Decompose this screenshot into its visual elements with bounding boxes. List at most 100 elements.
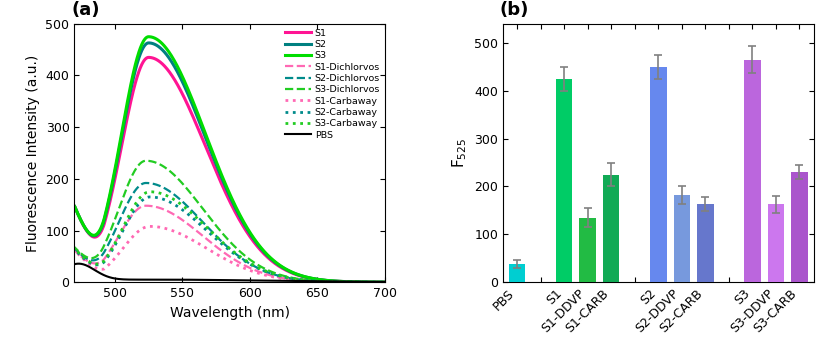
- S1-Dichlorvos: [387, 280, 396, 284]
- S1: [204, 152, 214, 156]
- S3-Carbaway: [67, 246, 77, 250]
- S2-Dichlorvos: [204, 226, 214, 231]
- PBS: [204, 278, 214, 282]
- S3: [387, 280, 396, 284]
- S1: [144, 55, 154, 59]
- S3-Dichlorvos: [308, 278, 318, 283]
- Line: S3: S3: [72, 37, 392, 282]
- S1-Dichlorvos: [344, 280, 354, 284]
- PBS: [295, 279, 305, 283]
- S2-Carbaway: [102, 257, 112, 261]
- S1-Carbaway: [308, 279, 318, 283]
- S3-Dichlorvos: [204, 214, 214, 218]
- S2-Dichlorvos: [102, 246, 112, 250]
- S3-Dichlorvos: [150, 160, 160, 165]
- S2: [102, 209, 112, 213]
- S3: [102, 207, 112, 211]
- S1-Dichlorvos: [308, 279, 318, 283]
- Line: PBS: PBS: [72, 264, 392, 282]
- S2-Carbaway: [204, 230, 214, 234]
- S2-Carbaway: [150, 195, 160, 199]
- S1-Dichlorvos: [295, 278, 305, 282]
- Bar: [556, 79, 572, 282]
- S2: [144, 41, 154, 45]
- S2-Dichlorvos: [387, 280, 396, 284]
- S3-Carbaway: [204, 227, 214, 231]
- S2-Carbaway: [344, 280, 354, 284]
- S3-Carbaway: [150, 190, 160, 194]
- Line: S3-Carbaway: S3-Carbaway: [72, 192, 392, 282]
- Y-axis label: Fluorescence Intensity (a.u.): Fluorescence Intensity (a.u.): [26, 54, 40, 252]
- S3-Carbaway: [102, 255, 112, 259]
- PBS: [102, 274, 112, 278]
- X-axis label: Wavelength (nm): Wavelength (nm): [169, 306, 290, 320]
- Line: S3-Dichlorvos: S3-Dichlorvos: [72, 161, 392, 282]
- S2-Carbaway: [295, 277, 305, 282]
- S1-Carbaway: [150, 225, 160, 229]
- Bar: [697, 204, 714, 282]
- PBS: [67, 263, 77, 267]
- S3-Carbaway: [145, 190, 155, 194]
- S2-Carbaway: [145, 195, 155, 199]
- S2: [295, 273, 305, 277]
- Bar: [791, 172, 808, 282]
- Line: S1-Dichlorvos: S1-Dichlorvos: [72, 206, 392, 282]
- S2-Dichlorvos: [308, 279, 318, 283]
- S3: [344, 280, 354, 284]
- Line: S1-Carbaway: S1-Carbaway: [72, 226, 392, 282]
- S1: [67, 204, 77, 208]
- PBS: [308, 279, 318, 283]
- S1: [295, 274, 305, 278]
- S3-Carbaway: [344, 280, 354, 284]
- S3-Dichlorvos: [344, 280, 354, 284]
- S2-Dichlorvos: [295, 278, 305, 282]
- S2-Dichlorvos: [344, 280, 354, 284]
- Bar: [509, 264, 525, 282]
- S2-Dichlorvos: [67, 246, 77, 250]
- S1-Carbaway: [295, 278, 305, 283]
- S2-Dichlorvos: [150, 182, 160, 186]
- S2: [67, 204, 77, 208]
- S3-Dichlorvos: [102, 238, 112, 242]
- Bar: [580, 218, 596, 282]
- S3-Dichlorvos: [387, 280, 396, 284]
- Y-axis label: F$_{525}$: F$_{525}$: [450, 138, 468, 168]
- S2: [150, 42, 160, 47]
- Bar: [650, 67, 667, 282]
- S3: [295, 273, 305, 277]
- S1: [150, 57, 160, 61]
- S2-Dichlorvos: [141, 181, 151, 185]
- S1: [387, 280, 396, 284]
- S1-Carbaway: [204, 248, 214, 252]
- S3: [67, 204, 77, 208]
- S2: [308, 276, 318, 280]
- S2: [344, 280, 354, 284]
- S1-Dichlorvos: [150, 205, 160, 209]
- S1-Dichlorvos: [141, 204, 151, 208]
- S3-Dichlorvos: [141, 159, 151, 163]
- Bar: [603, 174, 620, 282]
- Bar: [744, 60, 761, 282]
- Text: (b): (b): [500, 1, 529, 19]
- PBS: [150, 277, 160, 282]
- S2-Carbaway: [308, 279, 318, 283]
- S1-Carbaway: [67, 248, 77, 252]
- Line: S2-Carbaway: S2-Carbaway: [72, 197, 392, 282]
- PBS: [344, 279, 354, 284]
- S1-Carbaway: [145, 224, 155, 228]
- S1-Dichlorvos: [67, 248, 77, 252]
- Text: (a): (a): [71, 1, 100, 19]
- S1-Carbaway: [102, 265, 112, 269]
- S1: [344, 280, 354, 284]
- Bar: [767, 204, 784, 282]
- PBS: [387, 280, 396, 284]
- S1: [308, 277, 318, 281]
- S1-Dichlorvos: [102, 254, 112, 258]
- Line: S1: S1: [72, 57, 392, 282]
- S3: [144, 35, 154, 39]
- S2-Carbaway: [387, 280, 396, 284]
- Bar: [673, 195, 690, 282]
- Legend: S1, S2, S3, S1-Dichlorvos, S2-Dichlorvos, S3-Dichlorvos, S1-Carbaway, S2-Carbawa: S1, S2, S3, S1-Dichlorvos, S2-Dichlorvos…: [282, 27, 382, 142]
- S3-Carbaway: [308, 279, 318, 283]
- S2: [387, 280, 396, 284]
